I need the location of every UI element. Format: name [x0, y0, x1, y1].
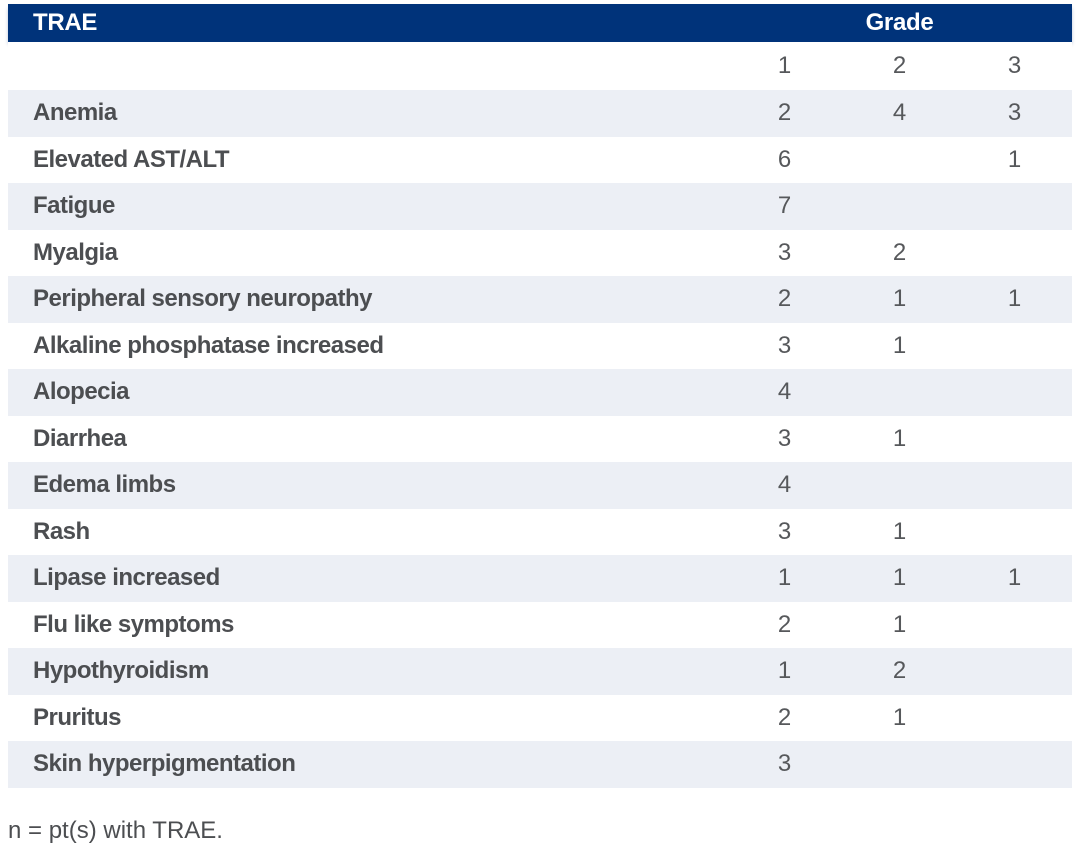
column-header-trae: TRAE — [8, 4, 727, 42]
grade-1-count: 1 — [727, 555, 842, 602]
table-footnote: n = pt(s) with TRAE. — [8, 817, 223, 844]
grade-2-count: 2 — [842, 648, 957, 695]
trae-name: Diarrhea — [33, 424, 127, 452]
grade-3-count: 3 — [957, 90, 1072, 137]
grade-1-count: 3 — [777, 424, 792, 452]
grade-3-count — [957, 183, 1072, 230]
trae-name: Alkaline phosphatase increased — [33, 331, 384, 359]
trae-name: Edema limbs — [8, 462, 727, 509]
table-row: Rash 3 1 — [8, 509, 1072, 556]
grade-2-count — [842, 369, 957, 416]
grade-1-count: 6 — [777, 145, 792, 173]
grade-2-count — [842, 462, 957, 509]
grade-2-count: 1 — [892, 424, 907, 452]
grade-level-3: 3 — [957, 42, 1072, 90]
grade-3-count: 1 — [957, 555, 1072, 602]
grade-3-count — [957, 509, 1072, 556]
trae-name: Alopecia — [8, 369, 727, 416]
grade-2-count — [842, 183, 957, 230]
grade-3-count — [957, 323, 1072, 370]
grade-3-count — [957, 230, 1072, 277]
grade-1-count: 4 — [727, 462, 842, 509]
grade-level-row: 1 2 3 — [8, 42, 1072, 90]
table-row: Diarrhea 3 1 — [8, 416, 1072, 463]
grade-1-count: 3 — [777, 238, 792, 266]
grade-2-count — [842, 741, 957, 788]
column-header-grade: Grade — [727, 4, 1072, 42]
grade-level-1: 1 — [727, 42, 842, 90]
table-header-row: TRAE Grade — [8, 4, 1072, 42]
table-row: Myalgia 3 2 — [8, 230, 1072, 277]
table-row: Alopecia 4 — [8, 369, 1072, 416]
grade-2-count: 1 — [892, 331, 907, 359]
grade-3-count — [957, 369, 1072, 416]
table-row: Lipase increased 1 1 1 — [8, 555, 1072, 602]
grade-3-count: 1 — [1007, 145, 1022, 173]
trae-name: Fatigue — [8, 183, 727, 230]
grade-1-count: 3 — [777, 331, 792, 359]
grade-3-count — [957, 648, 1072, 695]
trae-name: Peripheral sensory neuropathy — [8, 276, 727, 323]
grade-1-count: 2 — [777, 610, 792, 638]
grade-3-count — [957, 416, 1072, 463]
grade-level-spacer — [8, 42, 727, 90]
trae-name: Flu like symptoms — [33, 610, 234, 638]
grade-1-count: 2 — [727, 90, 842, 137]
trae-name: Myalgia — [33, 238, 118, 266]
grade-2-count: 1 — [892, 703, 907, 731]
table-row: Flu like symptoms 2 1 — [8, 602, 1072, 649]
grade-2-count — [842, 137, 957, 184]
trae-name: Lipase increased — [8, 555, 727, 602]
grade-2-count: 4 — [842, 90, 957, 137]
table-row: Skin hyperpigmentation 3 — [8, 741, 1072, 788]
trae-name: Rash — [33, 517, 90, 545]
trae-name: Hypothyroidism — [8, 648, 727, 695]
table-row: Pruritus 2 1 — [8, 695, 1072, 742]
grade-3-count: 1 — [957, 276, 1072, 323]
grade-1-count: 2 — [727, 276, 842, 323]
grade-2-count: 2 — [892, 238, 907, 266]
table-row: Fatigue 7 — [8, 183, 1072, 230]
table-row: Anemia 2 4 3 — [8, 90, 1072, 137]
trae-name: Elevated AST/ALT — [33, 145, 230, 173]
trae-grade-table: TRAE Grade 1 2 3 Anemia 2 4 3 Elevated AST/A… — [8, 4, 1072, 788]
table-row: Elevated AST/ALT 6 1 — [8, 137, 1072, 184]
grade-2-count: 1 — [892, 517, 907, 545]
grade-3-count — [957, 695, 1072, 742]
grade-1-count: 7 — [727, 183, 842, 230]
grade-1-count: 3 — [727, 741, 842, 788]
grade-2-count: 1 — [892, 610, 907, 638]
grade-2-count: 1 — [842, 276, 957, 323]
table-row: Alkaline phosphatase increased 3 1 — [8, 323, 1072, 370]
grade-1-count: 3 — [777, 517, 792, 545]
grade-2-count: 1 — [842, 555, 957, 602]
trae-name: Pruritus — [33, 703, 122, 731]
trae-name: Skin hyperpigmentation — [8, 741, 727, 788]
grade-3-count — [957, 602, 1072, 649]
grade-3-count — [957, 462, 1072, 509]
grade-1-count: 4 — [727, 369, 842, 416]
trae-name: Anemia — [8, 90, 727, 137]
grade-level-2: 2 — [842, 42, 957, 90]
grade-1-count: 2 — [777, 703, 792, 731]
table-row: Edema limbs 4 — [8, 462, 1072, 509]
grade-3-count — [957, 741, 1072, 788]
table-row: Hypothyroidism 1 2 — [8, 648, 1072, 695]
grade-1-count: 1 — [727, 648, 842, 695]
table-row: Peripheral sensory neuropathy 2 1 1 — [8, 276, 1072, 323]
